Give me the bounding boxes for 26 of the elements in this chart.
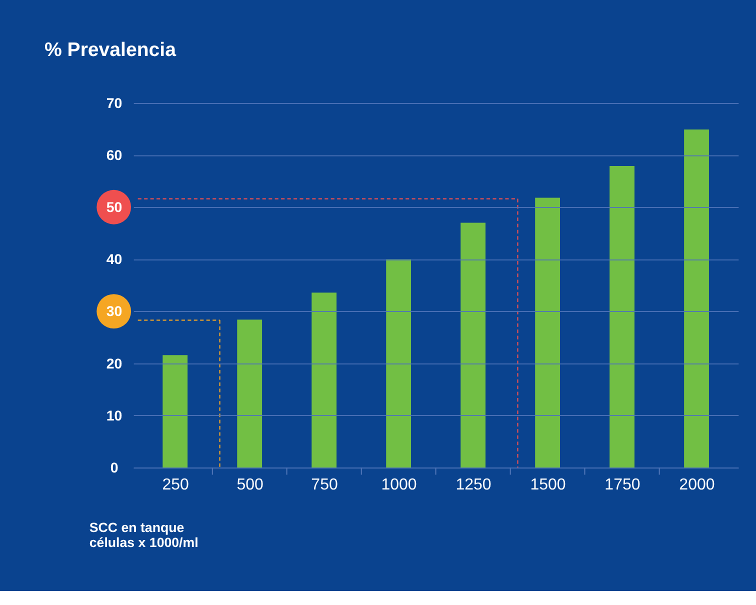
bar bbox=[312, 292, 337, 468]
bar bbox=[460, 222, 486, 468]
y-tick-label: 40 bbox=[106, 252, 122, 268]
y-tick-label: 20 bbox=[106, 356, 122, 372]
bar bbox=[386, 259, 412, 468]
bar bbox=[162, 355, 188, 468]
y-tick-label: 70 bbox=[106, 96, 122, 112]
x-tick-label: 1250 bbox=[456, 476, 492, 494]
y-tick-label: 30 bbox=[106, 304, 122, 320]
y-tick-label: 60 bbox=[106, 148, 122, 164]
x-tick-label: 2000 bbox=[679, 476, 715, 494]
y-tick-label: 50 bbox=[106, 200, 122, 216]
x-axis-title: SCC en tanque células x 1000/ml bbox=[89, 520, 198, 550]
y-tick-label: 0 bbox=[110, 460, 118, 476]
y-tick-label: 10 bbox=[106, 408, 122, 424]
bar bbox=[237, 320, 262, 468]
x-tick-label: 750 bbox=[311, 476, 338, 494]
chart-title: % Prevalencia bbox=[44, 38, 176, 61]
bar bbox=[535, 198, 560, 468]
bar bbox=[610, 166, 634, 468]
x-tick-label: 500 bbox=[236, 476, 264, 494]
x-tick-label: 1000 bbox=[381, 476, 417, 494]
x-tick-label: 1750 bbox=[604, 476, 640, 494]
x-tick-label: 250 bbox=[162, 476, 189, 494]
x-tick-label: 1500 bbox=[530, 476, 566, 494]
bar bbox=[684, 130, 709, 468]
